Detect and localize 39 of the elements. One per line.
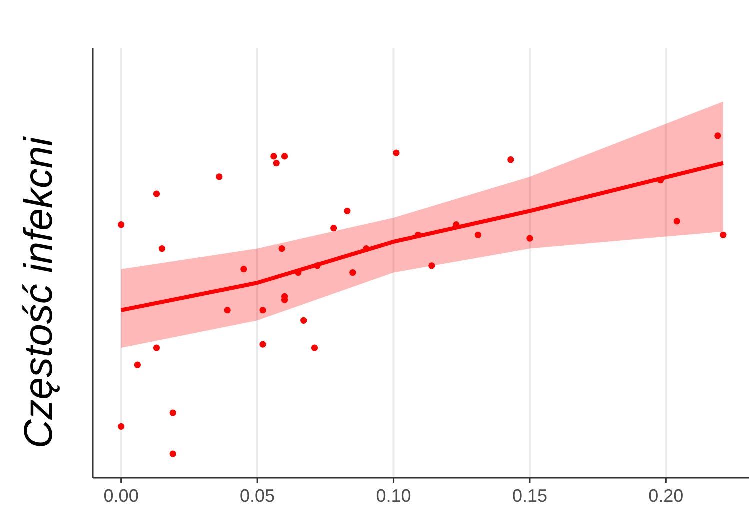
point [118,222,125,228]
point [714,132,722,140]
point [134,362,141,368]
point [170,410,176,416]
point [311,344,318,352]
point [300,317,308,324]
point [414,232,422,238]
point [428,262,436,270]
point [720,232,727,238]
point [314,262,321,270]
point [153,190,160,198]
point [363,246,370,252]
point [216,174,223,180]
point [170,450,176,458]
y-axis-title: Częstość infekcni [17,136,61,449]
x-tick-label: 0.00 [104,486,139,506]
point [278,246,286,252]
point [526,235,534,242]
point [240,266,248,273]
point [508,156,514,164]
point [158,246,166,252]
point [674,218,680,225]
point [224,307,231,314]
point [474,232,482,238]
point [270,153,278,160]
point [393,150,400,156]
point [350,269,356,276]
point [330,224,338,232]
point [273,160,280,167]
x-tick-label: 0.10 [376,486,412,506]
point [260,341,266,348]
point [344,208,351,214]
point [260,307,266,314]
point [153,344,160,352]
point [281,153,288,160]
point [118,423,125,430]
x-tick-label: 0.05 [240,486,276,506]
x-tick-label: 0.15 [512,486,548,506]
x-tick-label: 0.20 [648,486,684,506]
